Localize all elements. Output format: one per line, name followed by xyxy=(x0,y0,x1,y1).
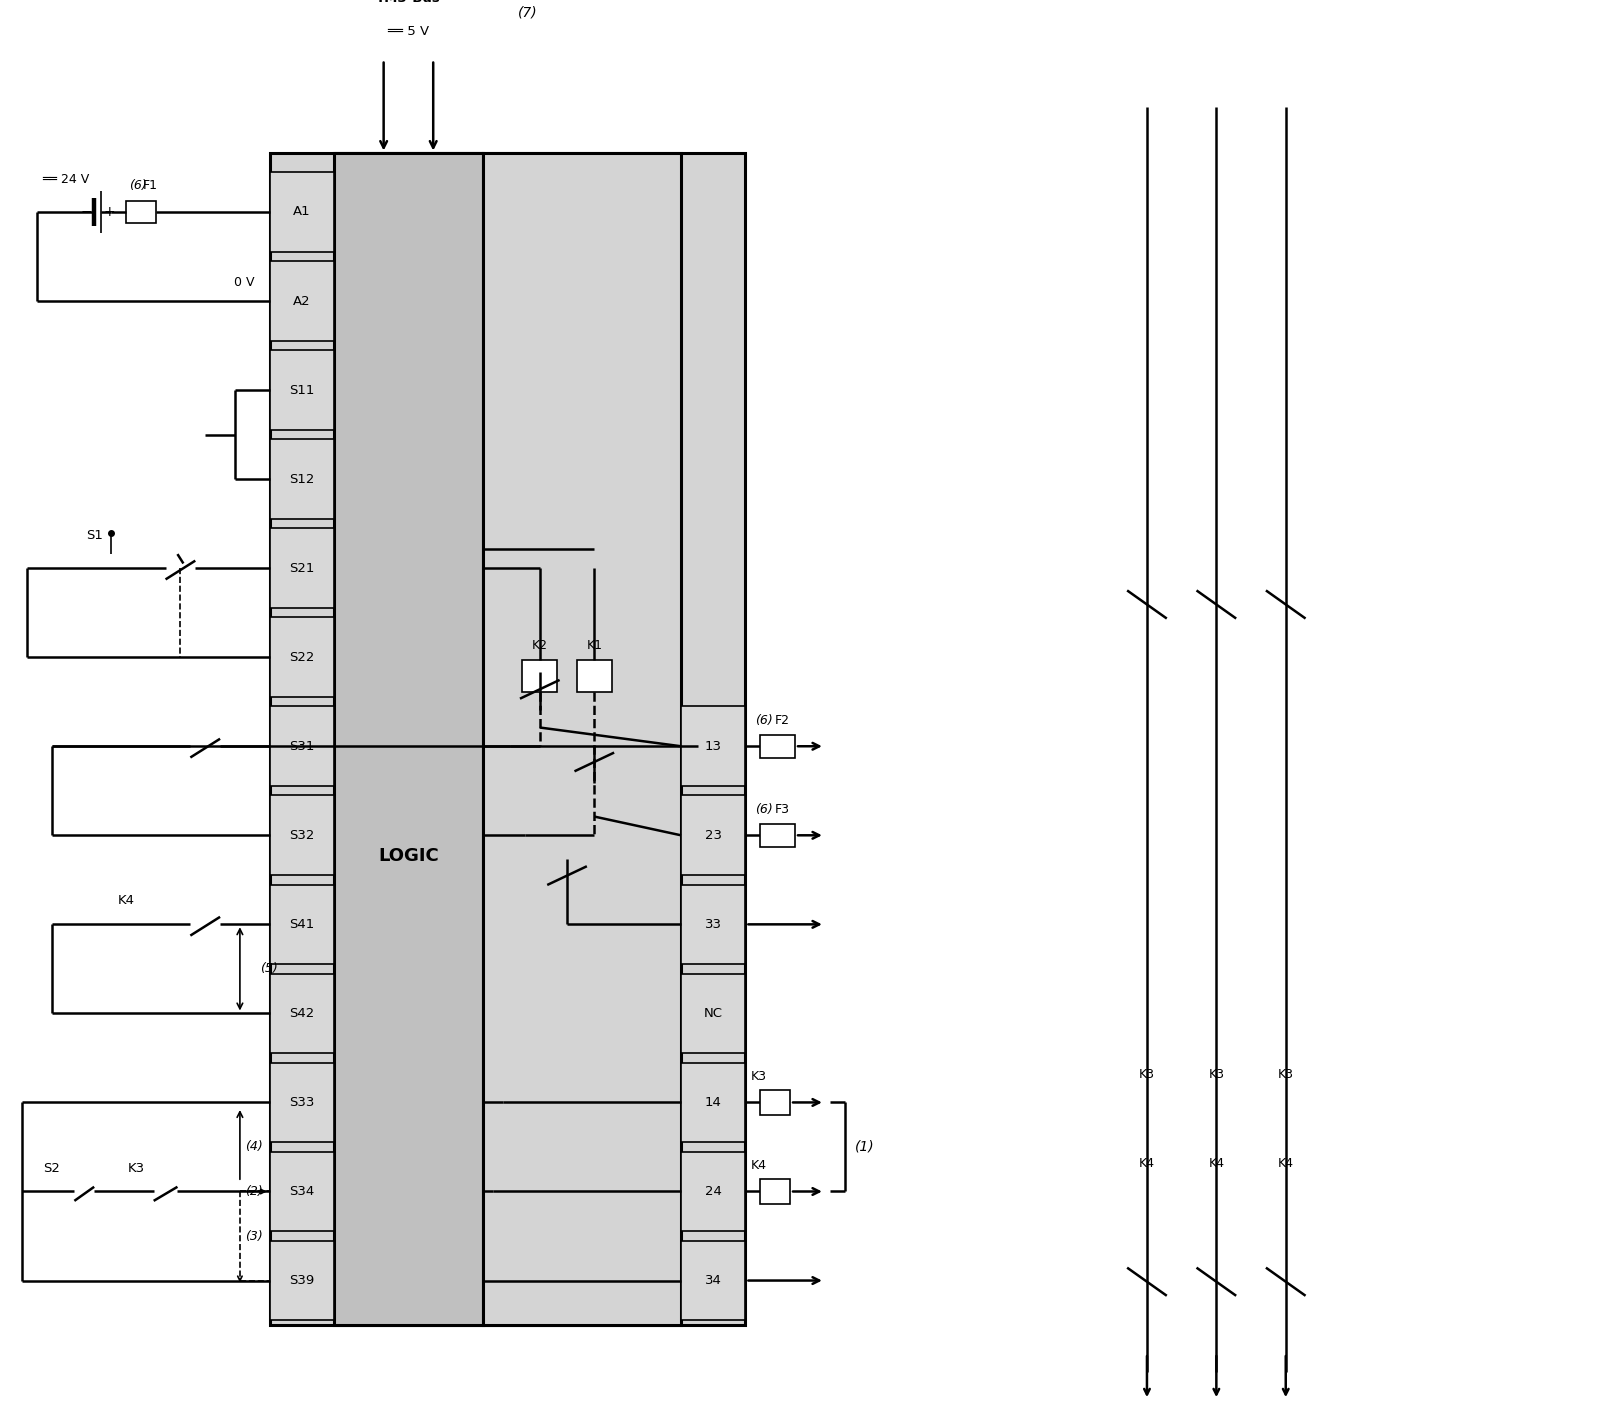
Text: S32: S32 xyxy=(290,829,315,841)
Text: K4: K4 xyxy=(117,895,134,908)
Text: (2): (2) xyxy=(245,1185,262,1197)
Text: S33: S33 xyxy=(290,1096,315,1109)
Bar xyxy=(270,885,334,964)
Bar xyxy=(682,1241,746,1320)
Bar xyxy=(270,262,334,340)
Text: S1: S1 xyxy=(86,529,102,542)
Text: K3: K3 xyxy=(1278,1068,1294,1081)
Bar xyxy=(682,1062,746,1142)
Bar xyxy=(682,885,746,964)
Text: S34: S34 xyxy=(290,1185,315,1197)
Bar xyxy=(270,974,334,1054)
Text: S42: S42 xyxy=(290,1007,315,1020)
Text: S39: S39 xyxy=(290,1275,315,1287)
Bar xyxy=(270,706,334,787)
Bar xyxy=(270,153,746,1325)
Text: ══ 5 V: ══ 5 V xyxy=(387,25,429,38)
Text: K4: K4 xyxy=(750,1159,766,1172)
Text: (6): (6) xyxy=(755,802,773,816)
Bar xyxy=(339,0,478,59)
Text: NC: NC xyxy=(704,1007,723,1020)
Text: (1): (1) xyxy=(854,1140,874,1154)
Text: 13: 13 xyxy=(704,740,722,753)
Text: 14: 14 xyxy=(706,1096,722,1109)
Bar xyxy=(578,660,611,692)
Text: K3: K3 xyxy=(750,1069,766,1083)
Text: ══ 24 V: ══ 24 V xyxy=(42,173,90,186)
Bar xyxy=(523,660,557,692)
Text: −: − xyxy=(80,205,93,219)
Text: K4: K4 xyxy=(1139,1157,1155,1169)
Text: S2: S2 xyxy=(43,1162,59,1175)
Text: +: + xyxy=(104,205,115,219)
Text: K3: K3 xyxy=(128,1162,144,1175)
Text: (4): (4) xyxy=(245,1141,262,1154)
Text: (6): (6) xyxy=(130,179,147,193)
Bar xyxy=(682,795,746,875)
Bar xyxy=(270,528,334,608)
Bar xyxy=(760,1179,790,1203)
Text: (3): (3) xyxy=(245,1230,262,1242)
Text: K1: K1 xyxy=(586,639,602,651)
Text: K3: K3 xyxy=(1139,1068,1155,1081)
Bar xyxy=(270,795,334,875)
Text: F1: F1 xyxy=(142,179,158,193)
Bar xyxy=(270,350,334,431)
Bar xyxy=(682,1152,746,1231)
Bar xyxy=(270,172,334,252)
Bar xyxy=(270,439,334,519)
Bar xyxy=(483,153,682,1325)
Text: K4: K4 xyxy=(1278,1157,1294,1169)
Bar xyxy=(270,1062,334,1142)
Text: S22: S22 xyxy=(290,650,315,664)
Text: 23: 23 xyxy=(704,829,722,841)
Text: LOGIC: LOGIC xyxy=(378,847,438,865)
Text: S31: S31 xyxy=(290,740,315,753)
Text: (6): (6) xyxy=(755,713,773,726)
Text: 33: 33 xyxy=(704,917,722,931)
Text: F2: F2 xyxy=(776,713,790,726)
Bar xyxy=(270,1241,334,1320)
Bar xyxy=(270,618,334,696)
Text: (7): (7) xyxy=(517,6,538,20)
Bar xyxy=(682,706,746,787)
Text: K2: K2 xyxy=(531,639,547,651)
Bar xyxy=(760,825,795,847)
Text: S41: S41 xyxy=(290,917,315,931)
Text: A1: A1 xyxy=(293,205,310,218)
Bar xyxy=(760,734,795,757)
Text: K3: K3 xyxy=(1208,1068,1224,1081)
Text: S21: S21 xyxy=(290,561,315,574)
Text: 34: 34 xyxy=(706,1275,722,1287)
Text: A2: A2 xyxy=(293,294,310,308)
Bar xyxy=(682,974,746,1054)
Bar xyxy=(126,201,155,224)
Bar xyxy=(334,153,483,1325)
Bar xyxy=(760,1090,790,1114)
Bar xyxy=(270,1152,334,1231)
Text: S12: S12 xyxy=(290,473,315,485)
Text: (5): (5) xyxy=(259,962,277,975)
Text: 24: 24 xyxy=(706,1185,722,1197)
Text: S11: S11 xyxy=(290,384,315,397)
Text: F3: F3 xyxy=(776,802,790,816)
Text: 0 V: 0 V xyxy=(234,276,254,288)
Text: K4: K4 xyxy=(1208,1157,1224,1169)
Text: TM3-Bus: TM3-Bus xyxy=(376,0,442,6)
